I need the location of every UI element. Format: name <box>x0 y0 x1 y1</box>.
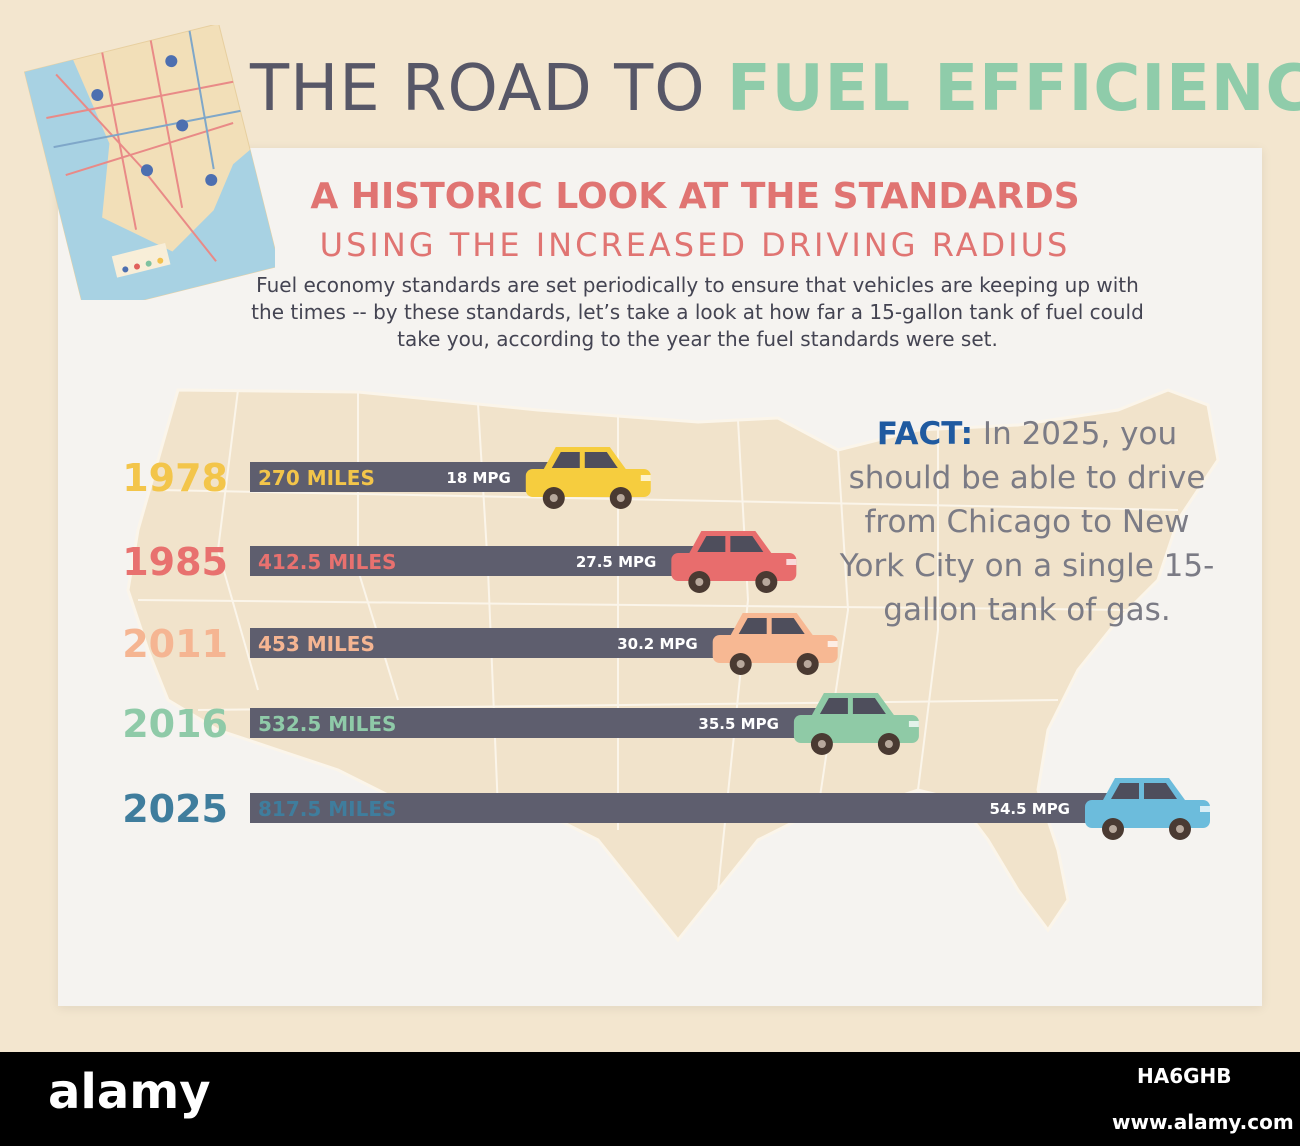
mpg-label: 35.5 MPG <box>698 715 778 733</box>
car-window <box>730 536 764 552</box>
subtitle-primary: A HISTORIC LOOK AT THE STANDARDS <box>310 176 1080 217</box>
miles-label: 270 MILES <box>258 466 375 490</box>
car-hub <box>803 660 812 668</box>
footer-site: www.alamy.com <box>1112 1110 1294 1134</box>
fact-label: FACT: <box>876 416 974 452</box>
year-label: 1985 <box>122 540 228 584</box>
year-label: 2011 <box>122 622 228 666</box>
car-headlight <box>1200 806 1210 812</box>
road-map-water <box>24 59 275 300</box>
page-title: THE ROAD TO FUEL EFFICIENCY <box>250 52 1300 126</box>
fact-callout: FACT: In 2025, you should be able to dri… <box>832 412 1222 632</box>
description-text: Fuel economy standards are set periodica… <box>251 273 1144 351</box>
footer-banner: alamy HA6GHB www.alamy.com <box>0 1052 1300 1146</box>
car-hub <box>695 578 704 586</box>
road-map-illustration <box>23 25 275 300</box>
mpg-label: 54.5 MPG <box>990 800 1070 818</box>
car-window <box>738 618 767 634</box>
car-window <box>551 452 580 468</box>
car-window <box>584 452 618 468</box>
bar <box>250 793 1145 823</box>
car-window <box>697 536 726 552</box>
footer-logo: alamy <box>48 1064 211 1120</box>
car-icon <box>793 693 919 755</box>
car-icon <box>671 531 797 593</box>
subtitle-secondary: USING THE INCREASED DRIVING RADIUS <box>319 226 1071 264</box>
bar <box>250 546 732 576</box>
year-label: 2016 <box>122 702 228 746</box>
car-window <box>819 698 848 714</box>
bar <box>250 708 854 738</box>
car-window <box>1111 783 1139 799</box>
miles-label: 412.5 MILES <box>258 550 396 574</box>
us-map-background <box>126 388 1220 943</box>
us-map-shape <box>126 388 1220 943</box>
car-hub <box>884 740 893 748</box>
fact-text: In 2025, you should be able to drive fro… <box>839 416 1215 628</box>
year-label: 2025 <box>122 787 228 831</box>
year-label: 1978 <box>122 456 228 500</box>
footer-image-id: HA6GHB <box>1137 1064 1232 1088</box>
mpg-label: 18 MPG <box>446 469 510 487</box>
title-part2: FUEL EFFICIENCY <box>726 52 1300 126</box>
car-window <box>852 698 886 714</box>
car-headlight <box>827 641 838 647</box>
car-headlight <box>786 559 797 565</box>
car-hub <box>1109 825 1117 833</box>
car-hub <box>549 494 558 502</box>
car-icon <box>1085 778 1210 840</box>
bar <box>250 628 773 658</box>
mpg-label: 27.5 MPG <box>576 553 656 571</box>
car-headlight <box>640 475 651 481</box>
car-window <box>771 618 805 634</box>
miles-label: 817.5 MILES <box>258 797 396 821</box>
car-hub <box>736 660 745 668</box>
miles-label: 453 MILES <box>258 632 375 656</box>
title-part1: THE ROAD TO <box>250 52 706 126</box>
mpg-label: 30.2 MPG <box>617 635 697 653</box>
miles-label: 532.5 MILES <box>258 712 396 736</box>
car-hub <box>1176 825 1184 833</box>
state-borders <box>137 389 1179 891</box>
car-icon <box>712 613 838 675</box>
car-hub <box>817 740 826 748</box>
car-headlight <box>908 721 919 727</box>
car-hub <box>762 578 771 586</box>
car-window <box>1144 783 1177 799</box>
car-icon <box>525 447 651 509</box>
car-hub <box>616 494 625 502</box>
